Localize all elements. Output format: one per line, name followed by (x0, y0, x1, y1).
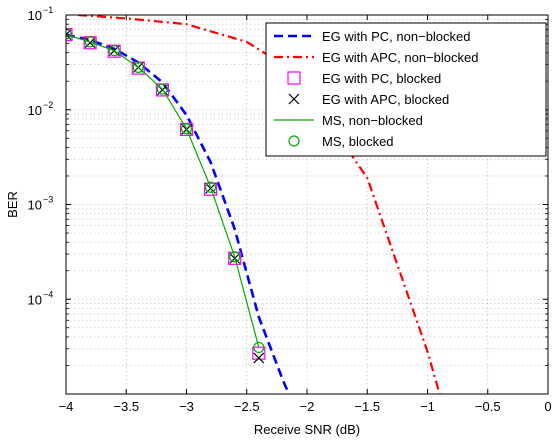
x-tick-label: −0.5 (475, 399, 501, 414)
y-tick-exponent: −1 (43, 5, 53, 15)
data-point (204, 182, 218, 196)
x-tick-label: −1.5 (354, 399, 380, 414)
y-tick-label: 10 −2 (28, 100, 54, 118)
y-tick-base: 10 (28, 103, 42, 118)
y-tick-base: 10 (28, 8, 42, 23)
x-tick-label: 0 (544, 399, 551, 414)
y-tick-label: 10 −4 (28, 289, 54, 307)
legend-entry: EG with PC, blocked (287, 71, 441, 86)
x-tick-label: −3 (179, 399, 194, 414)
y-tick-base: 10 (28, 198, 42, 213)
y-tick-exponent: −4 (43, 289, 53, 299)
y-tick-label: 10 −1 (28, 5, 54, 23)
y-tick-base: 10 (28, 292, 42, 307)
data-point (84, 36, 96, 48)
legend-label: EG with APC, non−blocked (322, 50, 478, 65)
series-line (66, 34, 260, 348)
x-tick-label: −2.5 (234, 399, 260, 414)
data-point (132, 61, 144, 73)
legend-entry: EG with APC, non−blocked (274, 50, 478, 65)
legend-box (265, 22, 547, 157)
data-point (108, 45, 120, 57)
legend-marker (287, 71, 301, 85)
x-axis-label: Receive SNR (dB) (254, 422, 360, 437)
legend-label: EG with PC, non−blocked (322, 29, 471, 44)
data-point (229, 251, 241, 263)
legend-entry: EG with APC, blocked (288, 92, 449, 107)
y-tick-label: 10 −3 (28, 195, 54, 213)
data-point (156, 83, 168, 95)
x-tick-label: −4 (59, 399, 74, 414)
legend-marker (288, 93, 300, 105)
legend-entry: EG with PC, non−blocked (274, 29, 471, 44)
series-4 (66, 34, 260, 348)
legend-entry: MS, non−blocked (274, 113, 423, 128)
y-tick-exponent: −2 (43, 100, 53, 110)
legend-label: MS, non−blocked (322, 113, 423, 128)
data-point (66, 28, 73, 42)
x-tick-label: −1 (420, 399, 435, 414)
data-point (205, 181, 217, 193)
data-point (253, 352, 265, 364)
x-tick-label: −3.5 (113, 399, 139, 414)
legend-label: EG with PC, blocked (322, 71, 441, 86)
y-axis-label: BER (5, 191, 20, 218)
y-tick-exponent: −3 (43, 195, 53, 205)
x-tick-label: −2 (300, 399, 315, 414)
legend-label: MS, blocked (322, 134, 394, 149)
data-point (66, 28, 72, 40)
legend-entry: MS, blocked (288, 134, 394, 149)
legend: EG with PC, non−blocked EG with APC, non−… (265, 22, 547, 157)
legend-label: EG with APC, blocked (322, 92, 449, 107)
data-point (253, 341, 265, 354)
legend-marker (288, 135, 300, 147)
data-point (180, 123, 193, 135)
series-5 (66, 28, 265, 354)
ticks: −4 −3.5 −3 −2.5 −2 −1.5 −1 −0.5 010−110−210 −310−… (28, 5, 552, 414)
